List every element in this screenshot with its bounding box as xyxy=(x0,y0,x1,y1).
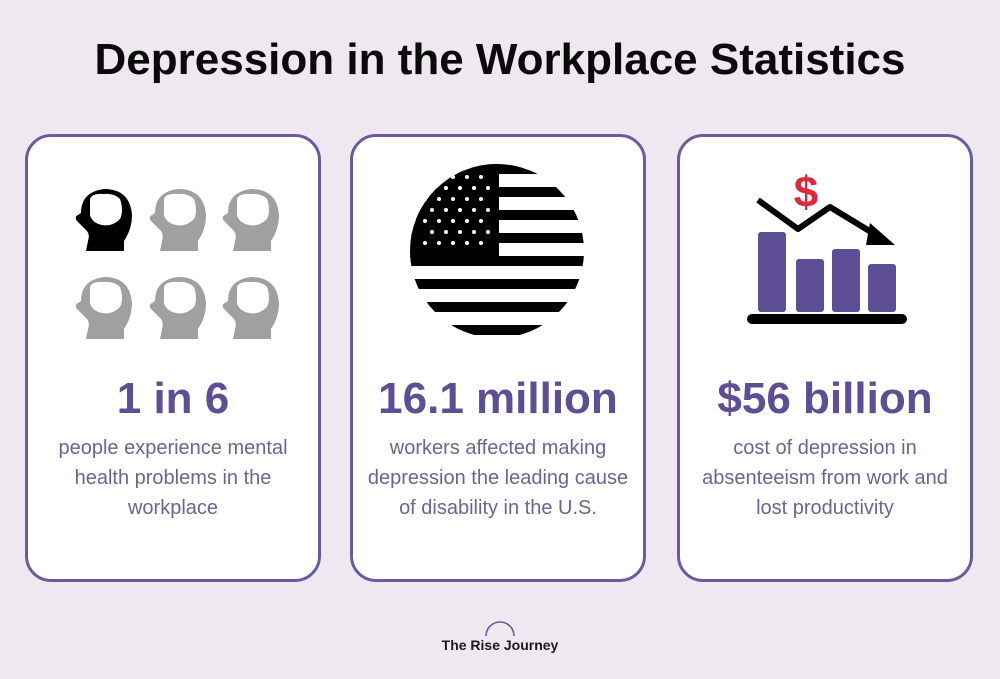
stat-card-cost: $ $56 billion cost of depression in abse… xyxy=(677,134,973,582)
stat-value: 16.1 million xyxy=(378,374,618,423)
head-icon-dark xyxy=(75,189,132,251)
chart-baseline xyxy=(747,314,907,324)
heads-icon xyxy=(75,189,279,339)
page-title: Depression in the Workplace Statistics xyxy=(94,35,906,84)
stat-value: 1 in 6 xyxy=(116,374,230,423)
head-icon xyxy=(149,277,206,339)
stat-card-workers-affected: 16.1 million workers affected making dep… xyxy=(350,134,646,582)
stat-value: $56 billion xyxy=(717,374,933,423)
head-icon xyxy=(222,277,279,339)
stat-description: cost of depression in absenteeism from w… xyxy=(702,437,948,519)
stat-card-mental-health: 1 in 6 people experience mental health p… xyxy=(25,134,321,582)
trend-arrow-icon xyxy=(756,197,878,238)
dollar-icon: $ xyxy=(794,168,818,217)
head-icon xyxy=(222,189,279,251)
us-flag-icon xyxy=(410,164,584,338)
brand-name: The Rise Journey xyxy=(441,637,559,653)
sunrise-arc-icon xyxy=(485,621,515,637)
head-icon xyxy=(75,277,132,339)
bar-icon xyxy=(758,232,896,312)
stat-description: workers affected making depression the l… xyxy=(367,437,629,519)
head-icon xyxy=(149,189,206,251)
stat-description: people experience mental health problems… xyxy=(58,437,288,519)
declining-chart-icon: $ xyxy=(747,168,907,324)
brand-logo: The Rise Journey xyxy=(400,620,600,660)
